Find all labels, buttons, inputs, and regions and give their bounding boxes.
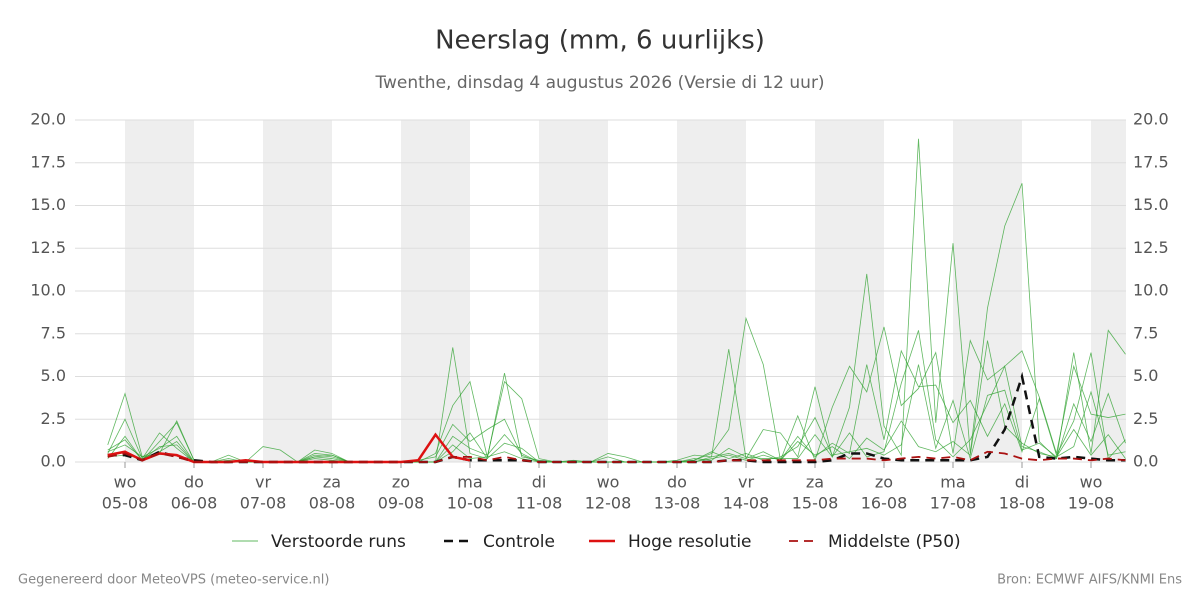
- y-tick-label: 5.0: [41, 366, 66, 385]
- x-tick-label: 10-08: [447, 494, 494, 513]
- y2-tick-label: 5.0: [1133, 366, 1158, 385]
- x-tick-label: 19-08: [1068, 494, 1115, 513]
- x-tick-weekday: wo: [597, 473, 620, 492]
- y-tick-label: 17.5: [30, 152, 66, 171]
- x-tick-weekday: di: [532, 473, 547, 492]
- x-tick-label: 15-08: [792, 494, 839, 513]
- y-tick-label: 0.0: [41, 452, 66, 471]
- footer-credit: Gegenereerd door MeteoVPS (meteo-service…: [18, 573, 329, 588]
- y-tick-label: 2.5: [41, 409, 66, 428]
- legend-label: Verstoorde runs: [271, 532, 406, 552]
- x-tick-label: 08-08: [309, 494, 356, 513]
- x-tick-label: 16-08: [861, 494, 908, 513]
- x-tick-weekday: za: [806, 473, 824, 492]
- x-tick-label: 13-08: [654, 494, 701, 513]
- x-tick-weekday: vr: [255, 473, 271, 492]
- y-tick-label: 12.5: [30, 238, 66, 257]
- y2-tick-label: 10.0: [1133, 281, 1169, 300]
- x-tick-label: 05-08: [102, 494, 149, 513]
- x-tick-weekday: wo: [1080, 473, 1103, 492]
- y-tick-label: 15.0: [30, 195, 66, 214]
- y2-tick-label: 20.0: [1133, 110, 1169, 129]
- y-tick-label: 10.0: [30, 281, 66, 300]
- series-line: [107, 450, 1126, 463]
- y-tick-label: 7.5: [41, 323, 66, 342]
- x-tick-label: 09-08: [378, 494, 425, 513]
- footer-source: Bron: ECMWF AIFS/KNMI Ens: [997, 573, 1182, 588]
- x-tick-label: 06-08: [171, 494, 218, 513]
- y-tick-label: 20.0: [30, 110, 66, 129]
- legend-label: Hoge resolutie: [628, 532, 752, 552]
- x-tick-weekday: ma: [457, 473, 482, 492]
- x-tick-weekday: zo: [875, 473, 893, 492]
- y2-tick-label: 7.5: [1133, 323, 1158, 342]
- x-tick-label: 12-08: [585, 494, 632, 513]
- y2-tick-label: 15.0: [1133, 195, 1169, 214]
- x-tick-weekday: di: [1015, 473, 1030, 492]
- ensemble-line: [107, 138, 1126, 463]
- x-tick-weekday: vr: [738, 473, 754, 492]
- x-tick-label: 07-08: [240, 494, 287, 513]
- x-tick-label: 14-08: [723, 494, 770, 513]
- y2-tick-label: 12.5: [1133, 238, 1169, 257]
- chart-title: Neerslag (mm, 6 uurlijks): [435, 26, 765, 56]
- x-tick-weekday: ma: [940, 473, 965, 492]
- x-tick-weekday: do: [184, 473, 204, 492]
- x-tick-weekday: do: [667, 473, 687, 492]
- x-tick-label: 11-08: [516, 494, 563, 513]
- y2-tick-label: 17.5: [1133, 152, 1169, 171]
- chart-subtitle: Twenthe, dinsdag 4 augustus 2026 (Versie…: [374, 73, 824, 93]
- x-tick-weekday: wo: [114, 473, 137, 492]
- x-tick-weekday: za: [323, 473, 341, 492]
- x-tick-label: 18-08: [999, 494, 1046, 513]
- x-tick-weekday: zo: [392, 473, 410, 492]
- legend-label: Middelste (P50): [828, 532, 961, 552]
- legend-label: Controle: [483, 532, 555, 552]
- y2-tick-label: 2.5: [1133, 409, 1158, 428]
- y2-tick-label: 0.0: [1133, 452, 1158, 471]
- x-tick-label: 17-08: [930, 494, 977, 513]
